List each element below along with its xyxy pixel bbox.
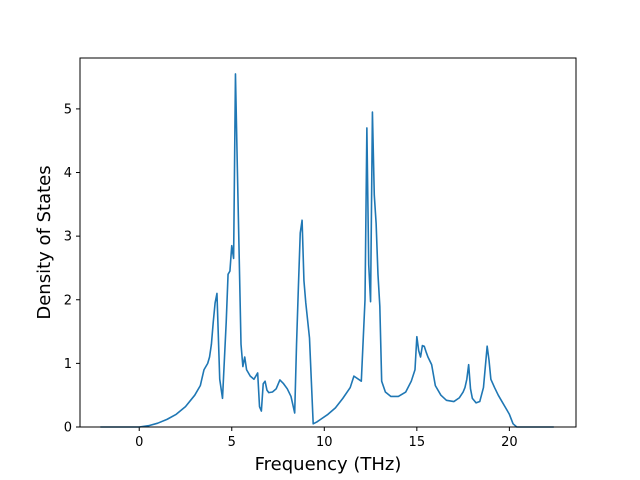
y-tick-label: 4	[64, 166, 72, 181]
y-tick-label: 1	[64, 357, 72, 372]
y-axis-ticks: 0 1 2 3 4 5	[64, 102, 80, 436]
x-tick-label: 0	[135, 435, 143, 450]
x-axis-label: Frequency (THz)	[255, 454, 402, 475]
x-axis-ticks: 0 5 10 15 20	[135, 427, 518, 450]
y-tick-label: 3	[64, 230, 72, 245]
x-tick-label: 5	[228, 435, 236, 450]
dos-series-line	[100, 73, 554, 428]
y-tick-label: 2	[64, 293, 72, 308]
plot-frame	[79, 57, 577, 428]
y-tick-label: 5	[64, 102, 72, 117]
y-axis-label: Density of States	[34, 165, 55, 319]
plot-background	[80, 58, 576, 427]
x-tick-label: 15	[409, 435, 426, 450]
y-tick-label: 0	[64, 421, 72, 436]
x-tick-label: 20	[501, 435, 518, 450]
x-tick-label: 10	[316, 435, 333, 450]
